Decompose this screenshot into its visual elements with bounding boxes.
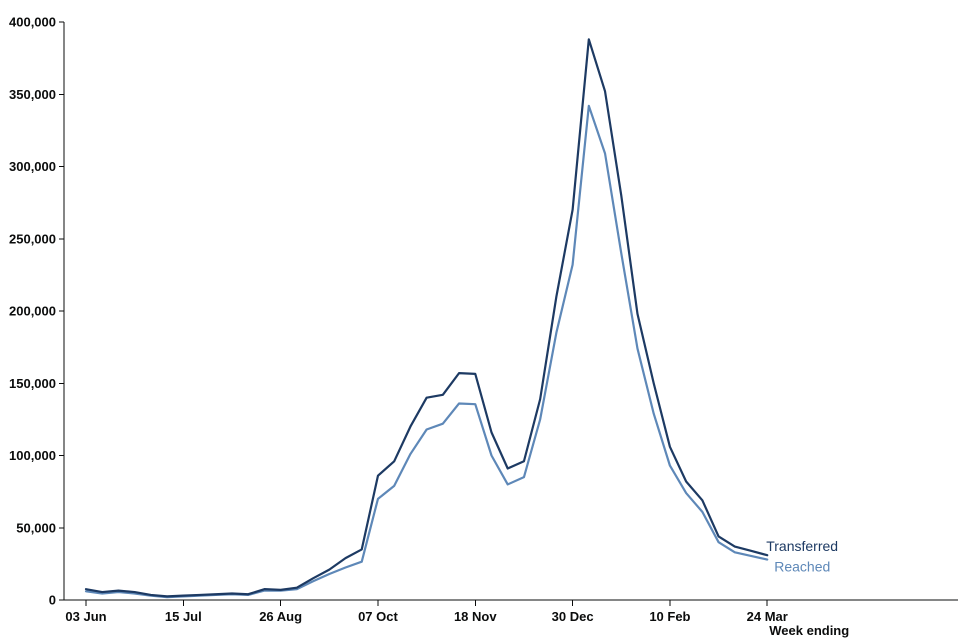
y-tick-label: 150,000 — [9, 376, 56, 391]
y-tick-label: 350,000 — [9, 87, 56, 102]
y-tick-label: 400,000 — [9, 15, 56, 30]
x-axis-title: Week ending — [769, 623, 849, 638]
series-labels: Transferred Reached — [766, 538, 838, 574]
x-tick-label: 07 Oct — [358, 609, 398, 624]
x-tick-label: 30 Dec — [552, 609, 594, 624]
series-line-reached — [84, 104, 769, 599]
series-label-transferred: Transferred — [766, 538, 838, 554]
y-tick-label: 300,000 — [9, 159, 56, 174]
series-line-transferred — [84, 38, 769, 598]
x-tick-label: 26 Aug — [259, 609, 302, 624]
y-tick-label: 200,000 — [9, 304, 56, 319]
y-tick-label: 100,000 — [9, 448, 56, 463]
series-group — [84, 38, 769, 599]
y-tick-label: 250,000 — [9, 231, 56, 246]
y-tick-label: 50,000 — [16, 520, 56, 535]
y-axis: 0 50,000 100,000 150,000 200,000 250,000 300,0… — [9, 15, 65, 608]
x-tick-label: 03 Jun — [65, 609, 106, 624]
series-label-reached: Reached — [774, 559, 830, 575]
x-axis: 03 Jun 15 Jul 26 Aug 07 Oct 18 Nov 30 Dec 10 F… — [64, 599, 958, 624]
x-tick-label: 15 Jul — [165, 609, 202, 624]
y-tick-label: 0 — [49, 593, 56, 608]
x-tick-label: 10 Feb — [649, 609, 690, 624]
x-tick-label: 18 Nov — [454, 609, 497, 624]
x-tick-label: 24 Mar — [747, 609, 788, 624]
